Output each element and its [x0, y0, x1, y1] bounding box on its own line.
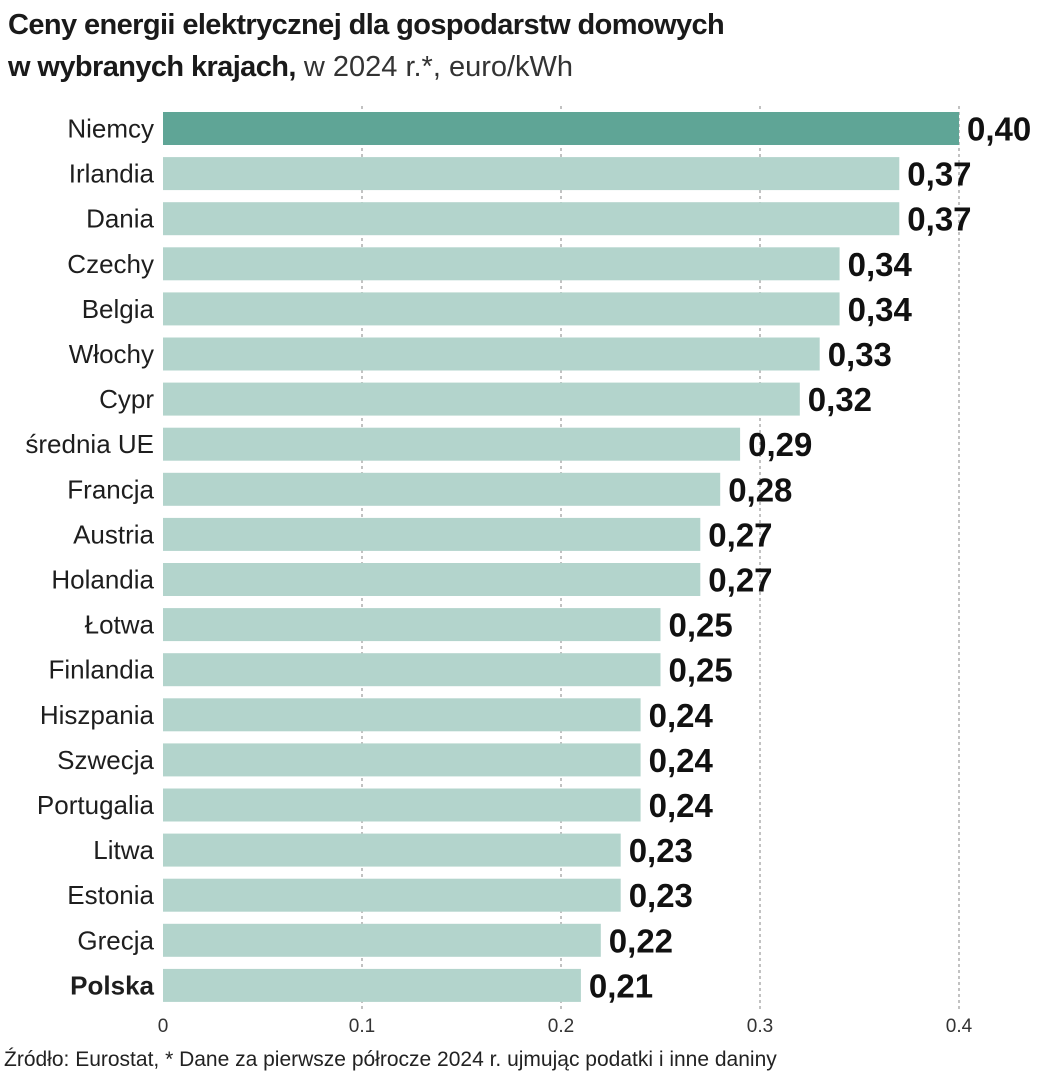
- bar: [163, 653, 661, 687]
- bar: [163, 698, 641, 732]
- value-label: 0,24: [649, 787, 714, 824]
- bar: [163, 878, 621, 912]
- category-label: Polska: [70, 970, 154, 1000]
- value-label: 0,27: [708, 562, 772, 599]
- value-label: 0,24: [649, 742, 714, 779]
- category-label: Cypr: [99, 384, 154, 414]
- x-tick-label: 0.4: [946, 1016, 973, 1037]
- value-label: 0,32: [808, 381, 872, 418]
- category-label: Finlandia: [48, 655, 154, 685]
- category-label: Hiszpania: [40, 700, 155, 730]
- x-tick-label: 0.2: [548, 1016, 574, 1037]
- category-label: Belgia: [82, 294, 155, 324]
- bar: [163, 382, 800, 416]
- value-label: 0,24: [649, 697, 714, 734]
- chart-title: Ceny energii elektrycznej dla gospodarst…: [8, 4, 1028, 88]
- title-line-1: Ceny energii elektrycznej dla gospodarst…: [8, 9, 725, 41]
- category-label: Grecja: [77, 925, 154, 955]
- value-label: 0,22: [609, 922, 673, 959]
- value-label: 0,33: [828, 336, 892, 373]
- category-label: Irlandia: [69, 159, 155, 189]
- bar: [163, 608, 661, 642]
- category-label: Czechy: [67, 249, 154, 279]
- value-label: 0,25: [669, 607, 733, 644]
- category-label: Francja: [67, 474, 154, 504]
- bar: [163, 563, 701, 596]
- x-tick-label: 0.3: [747, 1016, 773, 1037]
- value-label: 0,21: [589, 967, 653, 1004]
- bar: [163, 788, 641, 822]
- category-label: Łotwa: [85, 610, 155, 640]
- value-label: 0,37: [907, 201, 971, 238]
- category-label: Litwa: [93, 835, 154, 865]
- bar: [163, 833, 621, 867]
- category-label: Austria: [73, 519, 154, 549]
- bar: [163, 157, 900, 191]
- category-label: Niemcy: [67, 114, 154, 144]
- category-label: Estonia: [67, 880, 154, 910]
- source-note: Źródło: Eurostat, * Dane za pierwsze pół…: [4, 1048, 777, 1071]
- value-label: 0,34: [848, 246, 913, 283]
- category-label: średnia UE: [25, 429, 154, 459]
- title-line-2-light: w 2024 r.*, euro/kWh: [303, 51, 574, 83]
- bar: [163, 968, 581, 1002]
- x-tick-label: 0: [158, 1016, 169, 1037]
- bar: [163, 472, 721, 506]
- bar: [163, 923, 601, 957]
- category-label: Włochy: [69, 339, 154, 369]
- value-label: 0,37: [907, 156, 971, 193]
- value-label: 0,29: [748, 426, 812, 463]
- category-label: Portugalia: [37, 790, 155, 820]
- value-label: 0,40: [967, 111, 1031, 148]
- value-label: 0,23: [629, 832, 693, 869]
- x-tick-label: 0.1: [349, 1016, 375, 1037]
- value-label: 0,34: [848, 291, 913, 328]
- bar-chart: Niemcy 0,40 Irlandia 0,37 Dania 0,37 Czechy 0,3…: [25, 106, 1031, 1037]
- category-label: Holandia: [51, 565, 154, 595]
- value-label: 0,23: [629, 877, 693, 914]
- bar: [163, 247, 840, 281]
- value-label: 0,27: [708, 516, 772, 553]
- bar: [163, 517, 701, 551]
- bar: [163, 337, 820, 371]
- bar: [163, 292, 840, 326]
- bar: [163, 112, 959, 145]
- title-line-2-bold: w wybranych krajach,: [8, 51, 296, 83]
- bar: [163, 202, 900, 236]
- bar: [163, 743, 641, 777]
- value-label: 0,28: [728, 471, 792, 508]
- category-label: Szwecja: [57, 745, 154, 775]
- bar: [163, 427, 741, 461]
- title-line-2: w wybranych krajach, w 2024 r.*, euro/kW…: [8, 46, 1028, 88]
- category-label: Dania: [86, 204, 154, 234]
- value-label: 0,25: [669, 652, 733, 689]
